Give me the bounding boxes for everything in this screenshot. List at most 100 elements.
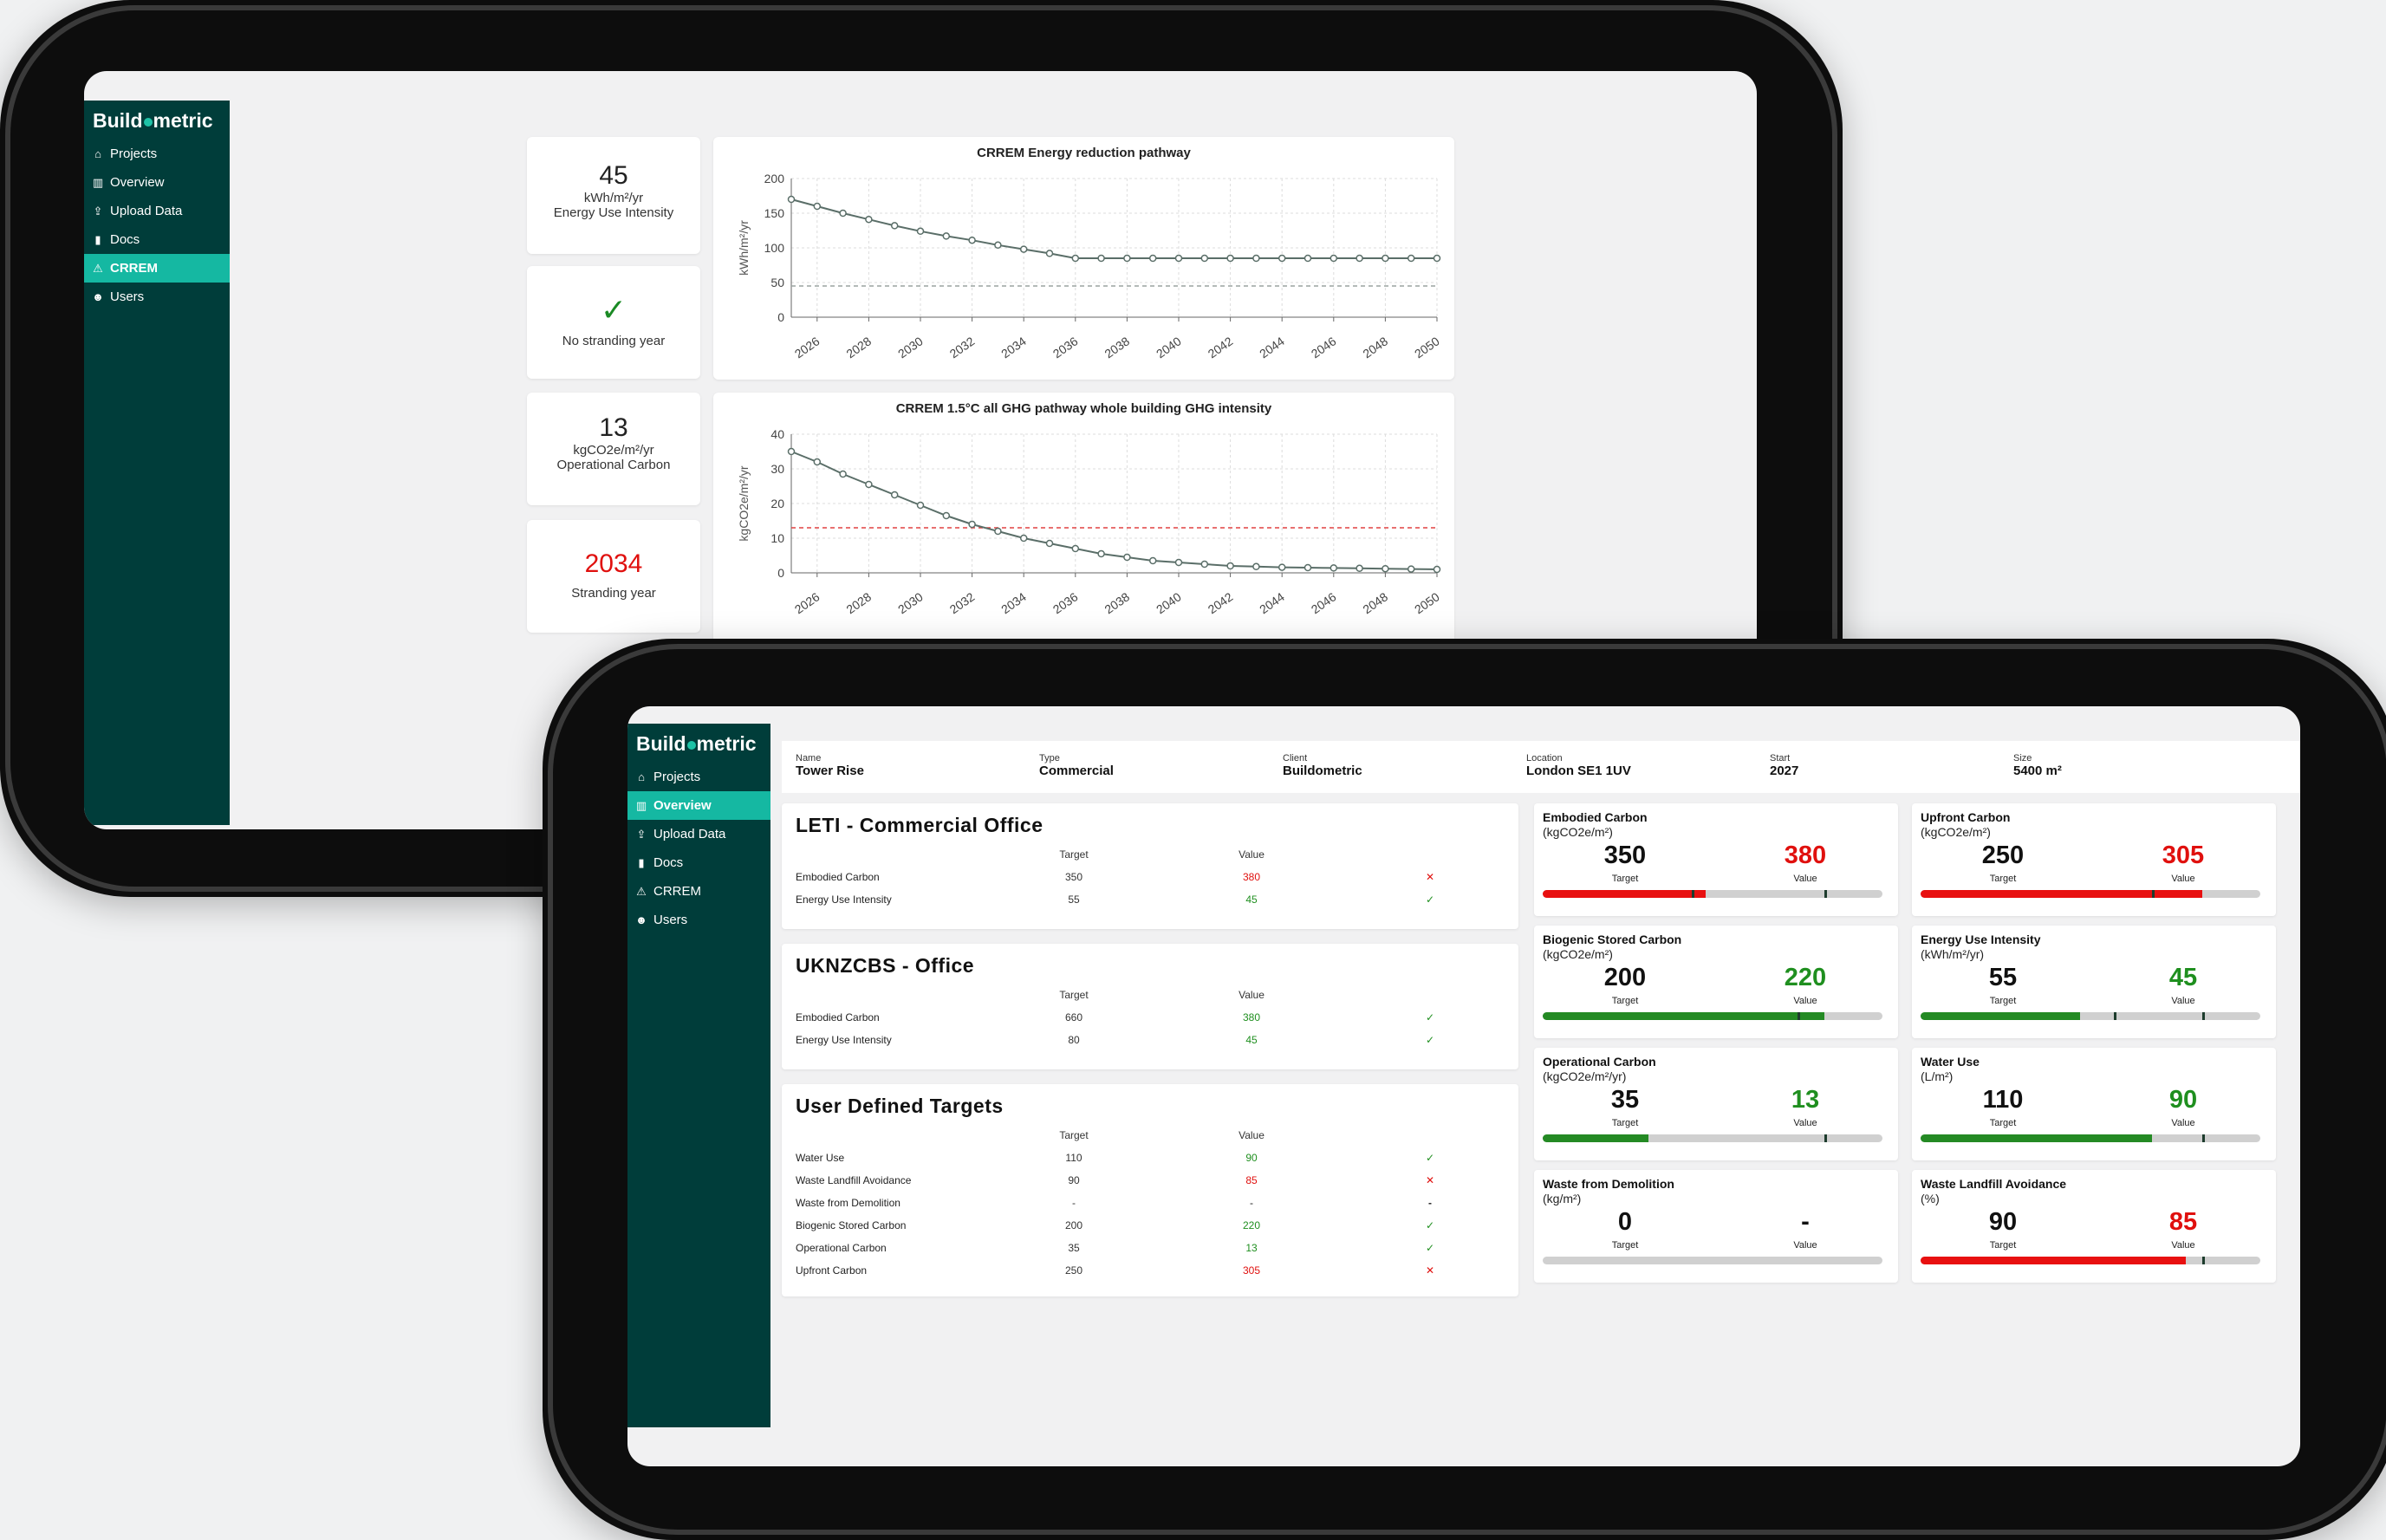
y-tick-label: 100: [764, 241, 785, 255]
stranding-year-value: 2034: [584, 549, 643, 578]
x-tick-label: 2036: [1050, 589, 1081, 616]
project-field-name: Name Tower Rise: [796, 753, 864, 778]
column-header-target: Target: [1059, 989, 1089, 1001]
gauge-unit: (kWh/m²/yr): [1921, 947, 1985, 961]
data-point: [1226, 562, 1234, 570]
gauge-card-embodied-carbon: Embodied Carbon (kgCO2e/m²) 350 Target 380 Va…: [1534, 803, 1898, 916]
sidebar-item-upload-data[interactable]: ⇪ Upload Data: [84, 197, 230, 225]
gauge-actual-value: 13: [1791, 1086, 1820, 1114]
x-tick-label: 2036: [1050, 334, 1081, 361]
y-tick-label: 0: [777, 310, 784, 324]
operational-carbon-unit: kgCO2e/m²/yr: [573, 443, 654, 458]
sidebar-item-projects[interactable]: ⌂ Projects: [627, 763, 770, 791]
field-key: Size: [2013, 753, 2032, 764]
x-tick-label: 2044: [1257, 334, 1287, 361]
row-target: 35: [1068, 1242, 1080, 1254]
users-icon: ☻: [92, 290, 104, 303]
sidebar-item-overview[interactable]: ▥ Overview: [627, 791, 770, 820]
data-point: [916, 227, 925, 236]
data-point: [994, 241, 1002, 250]
table-title: User Defined Targets: [796, 1095, 1004, 1117]
row-value: 45: [1245, 1034, 1258, 1046]
row-metric: Operational Carbon: [796, 1242, 887, 1254]
y-tick-label: 30: [770, 462, 784, 476]
gauge-card-water-use: Water Use (L/m²) 110 Target 90 Value: [1912, 1048, 2276, 1160]
sidebar-item-users[interactable]: ☻ Users: [84, 283, 230, 311]
data-point: [1071, 544, 1080, 553]
sidebar-item-upload-data[interactable]: ⇪ Upload Data: [627, 820, 770, 848]
gauge-actual-value: 45: [2168, 964, 2198, 991]
column-header-value: Value: [1239, 848, 1265, 861]
overview-screen: Build metric ⌂ Projects ▥ Overview ⇪ Upload Da…: [627, 706, 2300, 1466]
data-point: [1252, 254, 1260, 263]
field-key: Location: [1526, 753, 1563, 764]
user-targets-table-card: User Defined Targets Target Value Water Use…: [782, 1084, 1518, 1296]
eui-unit: kWh/m²/yr: [583, 191, 644, 205]
gauge-fill: [1543, 890, 1707, 898]
data-point: [1252, 562, 1260, 571]
document-icon: ▮: [94, 232, 101, 246]
data-point: [1330, 254, 1338, 263]
y-tick-label: 50: [770, 276, 784, 289]
gauge-target-value: 350: [1603, 841, 1647, 869]
cross-icon: ✕: [1425, 871, 1435, 883]
x-tick-label: 2026: [792, 334, 822, 361]
sidebar-nav: ⌂ Projects ▥ Overview ⇪ Upload Data ▮ Docs ⚠ CRRE…: [627, 763, 770, 934]
gauge-bar: [1921, 1012, 2260, 1020]
row-metric: Upfront Carbon: [796, 1264, 868, 1277]
row-value: -: [1250, 1197, 1253, 1209]
data-point: [942, 511, 951, 520]
brand-logo[interactable]: Build metric: [636, 732, 757, 755]
uknzcbs-table-card: UKNZCBS - Office Target Value Embodied Carb…: [782, 944, 1518, 1069]
sidebar-item-users[interactable]: ☻ Users: [627, 906, 770, 934]
x-tick-label: 2044: [1257, 589, 1287, 616]
x-tick-label: 2028: [843, 334, 874, 361]
gauge-card-biogenic-stored-carbon: Biogenic Stored Carbon (kgCO2e/m²) 200 Targ…: [1534, 926, 1898, 1038]
gauge-title: Water Use: [1921, 1055, 1980, 1069]
row-target: 250: [1064, 1264, 1083, 1277]
table-title: LETI - Commercial Office: [796, 814, 1043, 836]
gauge-unit: (kgCO2e/m²/yr): [1543, 1069, 1627, 1083]
sidebar-item-docs[interactable]: ▮ Docs: [84, 225, 230, 254]
gauge-card-operational-carbon: Operational Carbon (kgCO2e/m²/yr) 35 Target…: [1534, 1048, 1898, 1160]
gauge-target-value: 0: [1617, 1208, 1633, 1236]
data-point: [916, 501, 925, 510]
gauge-fill: [1543, 1012, 1825, 1020]
data-point: [1045, 539, 1054, 548]
sidebar-item-docs[interactable]: ▮ Docs: [627, 848, 770, 877]
sidebar-item-label: Projects: [110, 146, 158, 161]
upload-icon: ⇪: [93, 204, 103, 218]
x-tick-label: 2030: [895, 334, 926, 361]
gauge-unit: (kg/m²): [1543, 1192, 1582, 1205]
sidebar-item-projects[interactable]: ⌂ Projects: [84, 140, 230, 168]
data-point: [1123, 553, 1131, 562]
sidebar-item-label: Users: [110, 289, 145, 304]
gauge-target-value: 250: [1981, 841, 2025, 869]
x-tick-label: 2038: [1102, 334, 1132, 361]
sidebar-nav: ⌂ Projects ▥ Overview ⇪ Upload Data ▮ Docs ⚠ CRRE…: [84, 140, 230, 311]
sidebar-item-label: Upload Data: [110, 204, 183, 218]
chart-icon: ▥: [92, 175, 104, 189]
sidebar-item-label: Overview: [110, 175, 165, 190]
gauge-target-label: Target: [1989, 874, 2017, 884]
gauge-title: Waste Landfill Avoidance: [1921, 1177, 2067, 1191]
data-point: [1174, 254, 1183, 263]
y-tick-label: 150: [764, 206, 785, 220]
data-point: [839, 209, 847, 218]
row-metric: Water Use: [796, 1152, 845, 1164]
brand-logo[interactable]: Build metric: [93, 109, 213, 132]
row-value: 380: [1242, 1011, 1261, 1023]
x-tick-label: 2026: [792, 589, 822, 616]
sidebar-item-crrem[interactable]: ⚠ CRREM: [627, 877, 770, 906]
gauge-unit: (kgCO2e/m²): [1921, 825, 1991, 839]
gauge-bar: [1921, 890, 2260, 898]
sidebar-item-overview[interactable]: ▥ Overview: [84, 168, 230, 197]
y-axis-label: kgCO2e/m²/yr: [737, 465, 751, 541]
gauge-marker: [2202, 1257, 2206, 1264]
sidebar-item-crrem[interactable]: ⚠ CRREM: [84, 254, 230, 283]
x-tick-label: 2050: [1412, 589, 1442, 616]
data-point: [813, 458, 822, 466]
chart-icon: ▥: [635, 798, 647, 812]
row-value: 380: [1242, 871, 1261, 883]
